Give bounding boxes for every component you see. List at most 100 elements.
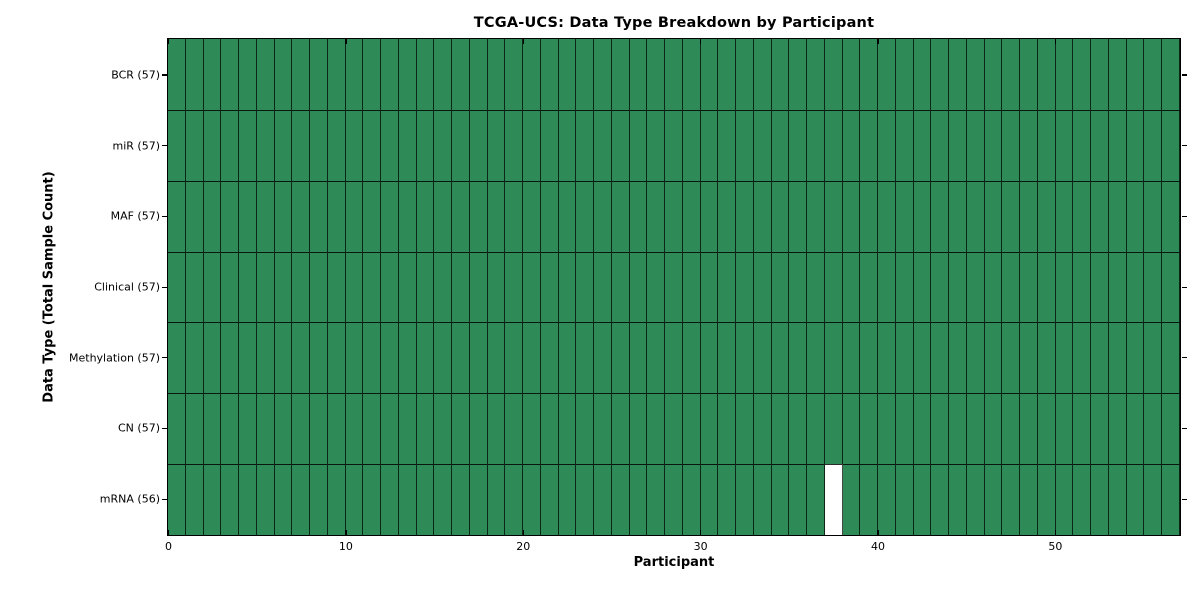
- heatmap-cell: [256, 322, 275, 394]
- heatmap-cell: [239, 180, 257, 252]
- heatmap-cell: [416, 39, 435, 110]
- heatmap-cell: [682, 322, 701, 394]
- heatmap-cell: [416, 109, 435, 181]
- heatmap-cell: [1055, 464, 1074, 535]
- heatmap-cell: [629, 322, 648, 394]
- heatmap-cell: [558, 109, 577, 181]
- heatmap-cell: [1055, 180, 1074, 252]
- heatmap-cell: [221, 464, 240, 535]
- heatmap-cell: [398, 322, 417, 394]
- heatmap-cell: [292, 180, 311, 252]
- heatmap-cell: [878, 180, 896, 252]
- heatmap-cell: [895, 109, 914, 181]
- heatmap-cell: [1162, 393, 1180, 465]
- heatmap-cell: [700, 464, 719, 535]
- heatmap-cell: [310, 109, 328, 181]
- heatmap-cell: [931, 393, 950, 465]
- heatmap-cell: [345, 393, 364, 465]
- heatmap-cell: [966, 251, 985, 323]
- heatmap-cell: [753, 180, 772, 252]
- heatmap-cell: [949, 464, 967, 535]
- heatmap-cell: [718, 180, 737, 252]
- heatmap-cell: [345, 180, 364, 252]
- heatmap-cell: [949, 322, 967, 394]
- x-tick-mark: [345, 39, 347, 44]
- y-tick-label: Clinical (57): [94, 280, 160, 294]
- heatmap-cell: [469, 464, 488, 535]
- heatmap-cell: [1037, 322, 1056, 394]
- y-tick-mark: [161, 74, 167, 76]
- heatmap-cell: [753, 109, 772, 181]
- heatmap-cell: [256, 109, 275, 181]
- heatmap-cell: [1162, 180, 1180, 252]
- y-tick-mark: [161, 498, 167, 500]
- heatmap-cell: [1144, 39, 1163, 110]
- heatmap-cell: [949, 39, 967, 110]
- heatmap-cell: [256, 464, 275, 535]
- heatmap-cell: [203, 464, 222, 535]
- heatmap-cell: [931, 180, 950, 252]
- x-tick-mark: [1054, 39, 1057, 44]
- heatmap-cell: [665, 180, 683, 252]
- heatmap-cell: [1126, 180, 1145, 252]
- heatmap-cell: [682, 464, 701, 535]
- heatmap-cell: [895, 39, 914, 110]
- y-tick-mark: [1181, 498, 1187, 500]
- x-tick-mark: [522, 39, 524, 44]
- heatmap-cell: [239, 393, 257, 465]
- heatmap-cell: [381, 180, 399, 252]
- heatmap-cell: [168, 109, 186, 181]
- heatmap-cell: [345, 322, 364, 394]
- heatmap-cell: [1073, 251, 1092, 323]
- heatmap-cell: [292, 322, 311, 394]
- heatmap-cell: [1091, 251, 1109, 323]
- heatmap-cell: [1108, 109, 1127, 181]
- x-tick-label: 40: [870, 540, 885, 553]
- heatmap-cell: [398, 393, 417, 465]
- heatmap-cell: [1037, 180, 1056, 252]
- heatmap-cell: [611, 393, 630, 465]
- heatmap-cell: [256, 180, 275, 252]
- heatmap-cell: [966, 109, 985, 181]
- heatmap-cell: [203, 322, 222, 394]
- heatmap-cell: [753, 393, 772, 465]
- heatmap-cell: [682, 39, 701, 110]
- heatmap-cell: [647, 393, 666, 465]
- heatmap-cell: [452, 180, 470, 252]
- heatmap-cell: [966, 393, 985, 465]
- heatmap-cell: [913, 393, 932, 465]
- heatmap-cell: [824, 464, 843, 535]
- x-tick-label: 30: [693, 540, 708, 553]
- heatmap-cell: [1002, 464, 1021, 535]
- heatmap-cell: [363, 39, 382, 110]
- heatmap-cell: [1002, 109, 1021, 181]
- x-tick-label: 50: [1048, 540, 1063, 553]
- heatmap-cell: [771, 180, 790, 252]
- chart-title: TCGA-UCS: Data Type Breakdown by Partici…: [473, 15, 875, 31]
- heatmap-cell: [771, 393, 790, 465]
- heatmap-cell: [718, 251, 737, 323]
- heatmap-cell: [611, 322, 630, 394]
- heatmap-cell: [1091, 322, 1109, 394]
- heatmap-cell: [1073, 464, 1092, 535]
- heatmap-cell: [789, 109, 808, 181]
- heatmap-cell: [1091, 109, 1109, 181]
- x-tick-mark: [522, 530, 524, 535]
- heatmap-cell: [1162, 322, 1180, 394]
- heatmap-cell: [185, 109, 204, 181]
- heatmap-cell: [753, 251, 772, 323]
- heatmap-cell: [274, 39, 293, 110]
- heatmap-cell: [665, 393, 683, 465]
- heatmap-cell: [381, 251, 399, 323]
- heatmap-cell: [523, 322, 541, 394]
- heatmap-cell: [736, 251, 754, 323]
- heatmap-cell: [221, 393, 240, 465]
- heatmap-cell: [203, 180, 222, 252]
- heatmap-cell: [434, 251, 453, 323]
- heatmap-cell: [469, 109, 488, 181]
- heatmap-cell: [789, 39, 808, 110]
- heatmap-cell: [824, 251, 843, 323]
- heatmap-cell: [878, 464, 896, 535]
- heatmap-cell: [1073, 393, 1092, 465]
- heatmap-cell: [665, 109, 683, 181]
